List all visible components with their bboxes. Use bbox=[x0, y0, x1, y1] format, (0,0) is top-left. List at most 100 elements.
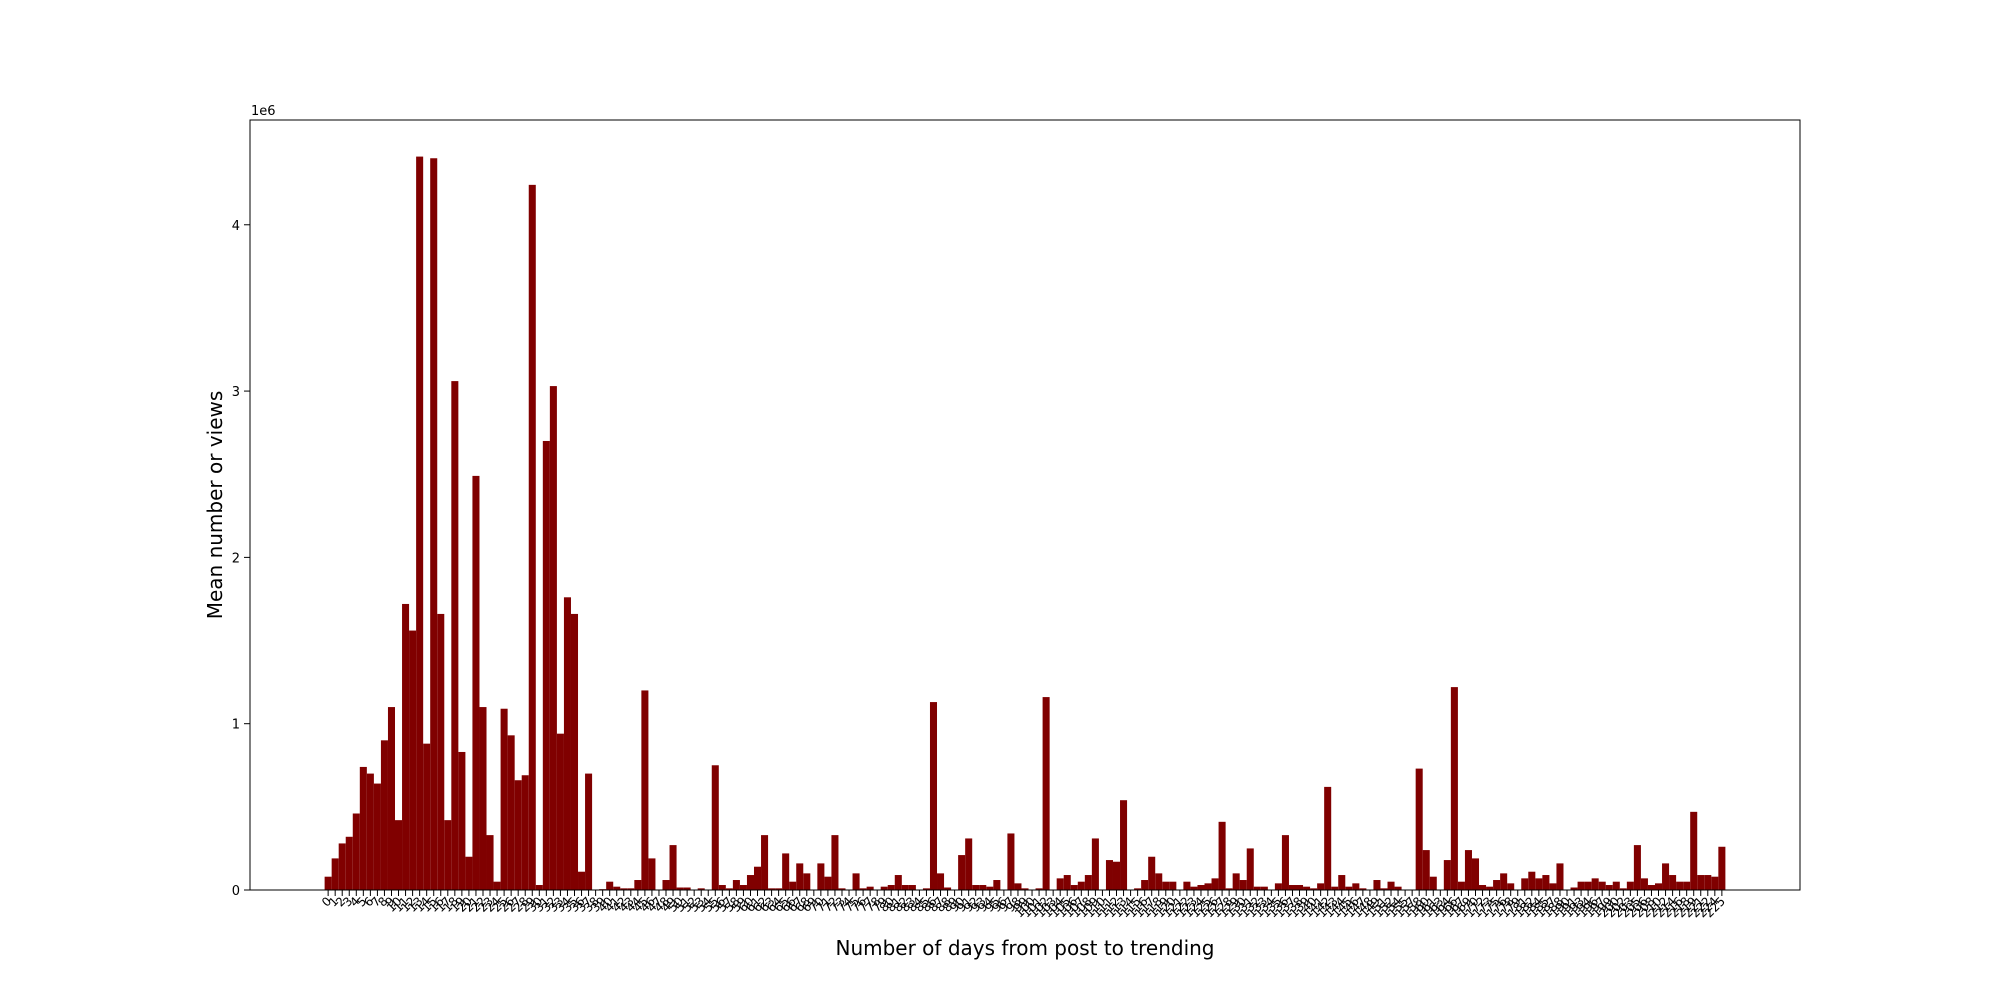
bar bbox=[1162, 881, 1170, 890]
bar bbox=[331, 858, 339, 890]
bar bbox=[725, 888, 733, 890]
bar bbox=[993, 880, 1001, 890]
bar bbox=[1063, 875, 1071, 890]
bar bbox=[535, 885, 543, 890]
bar bbox=[1105, 860, 1113, 890]
bar bbox=[578, 871, 586, 890]
y-tick-label: 2 bbox=[232, 551, 240, 566]
bar bbox=[373, 783, 381, 890]
bar bbox=[352, 813, 360, 890]
bar bbox=[1331, 886, 1339, 890]
bar bbox=[514, 780, 522, 890]
bar bbox=[1443, 860, 1451, 890]
bar bbox=[1225, 888, 1233, 890]
bar bbox=[387, 707, 396, 890]
bar bbox=[472, 475, 480, 890]
bar bbox=[1493, 880, 1501, 890]
bar bbox=[1077, 881, 1085, 890]
bar bbox=[1253, 886, 1261, 890]
bar bbox=[324, 876, 332, 890]
bar bbox=[1711, 876, 1719, 890]
bar bbox=[1394, 886, 1402, 890]
bar bbox=[753, 866, 762, 890]
bar bbox=[824, 876, 832, 890]
bar bbox=[1464, 850, 1472, 890]
bar bbox=[782, 853, 790, 890]
bar bbox=[803, 873, 811, 890]
bar bbox=[465, 856, 473, 890]
bar bbox=[1218, 821, 1226, 890]
plot-frame bbox=[249, 119, 1801, 891]
bar bbox=[493, 881, 501, 890]
bar bbox=[1246, 848, 1254, 890]
bar bbox=[1134, 888, 1142, 890]
bar bbox=[965, 838, 973, 890]
bar bbox=[345, 836, 353, 890]
bar bbox=[1704, 875, 1712, 890]
bar bbox=[458, 751, 466, 890]
bar bbox=[1120, 800, 1128, 890]
bar bbox=[1317, 883, 1325, 890]
bar bbox=[761, 835, 769, 890]
bar bbox=[570, 613, 579, 890]
bar bbox=[1084, 875, 1092, 890]
bar bbox=[1507, 883, 1515, 890]
bar bbox=[1647, 885, 1655, 890]
bar bbox=[1429, 876, 1437, 890]
bar bbox=[1486, 886, 1494, 890]
bar bbox=[1683, 881, 1691, 890]
bar bbox=[746, 875, 754, 890]
y-axis-label: Mean number or views bbox=[203, 391, 227, 620]
bar bbox=[1640, 878, 1648, 890]
bar bbox=[1014, 883, 1022, 890]
bar bbox=[1338, 875, 1346, 890]
bar bbox=[1169, 881, 1177, 890]
bar bbox=[929, 702, 938, 890]
bar bbox=[409, 630, 417, 890]
bar bbox=[739, 885, 747, 890]
bar bbox=[1204, 883, 1212, 890]
bar bbox=[979, 885, 987, 890]
bar bbox=[1521, 878, 1529, 890]
bar bbox=[1190, 886, 1198, 890]
bar bbox=[887, 885, 895, 890]
bar bbox=[1359, 888, 1367, 890]
bar bbox=[1697, 875, 1705, 890]
bar bbox=[1549, 883, 1557, 890]
bar bbox=[1471, 858, 1480, 890]
bar bbox=[1310, 888, 1318, 890]
bar bbox=[1007, 833, 1015, 890]
bar bbox=[1450, 687, 1458, 890]
bar bbox=[697, 888, 705, 890]
bar bbox=[1211, 878, 1219, 890]
bar bbox=[880, 886, 888, 890]
bar bbox=[711, 765, 719, 890]
bar bbox=[402, 603, 410, 890]
bar bbox=[1260, 886, 1268, 890]
bar bbox=[627, 888, 635, 890]
bar bbox=[430, 158, 438, 890]
bar bbox=[838, 888, 846, 890]
y-tick-label: 3 bbox=[232, 385, 240, 400]
bar bbox=[500, 708, 508, 890]
bar bbox=[1373, 880, 1381, 890]
bar bbox=[1303, 886, 1311, 890]
bar bbox=[972, 885, 980, 890]
bar bbox=[852, 873, 860, 890]
bar bbox=[507, 735, 515, 890]
y-tick-label: 1 bbox=[232, 718, 240, 733]
bar bbox=[634, 880, 642, 890]
bar bbox=[1591, 878, 1599, 890]
bar bbox=[1148, 856, 1156, 890]
bar bbox=[1619, 888, 1627, 890]
bar bbox=[718, 885, 726, 890]
bar bbox=[796, 863, 804, 890]
bar bbox=[1690, 811, 1698, 890]
bar bbox=[817, 863, 825, 890]
bar bbox=[1542, 875, 1550, 890]
bar bbox=[1352, 883, 1360, 890]
bar bbox=[641, 690, 649, 890]
bar bbox=[1141, 880, 1149, 890]
y-offset-label: 1e6 bbox=[251, 104, 276, 119]
bar bbox=[416, 156, 424, 891]
